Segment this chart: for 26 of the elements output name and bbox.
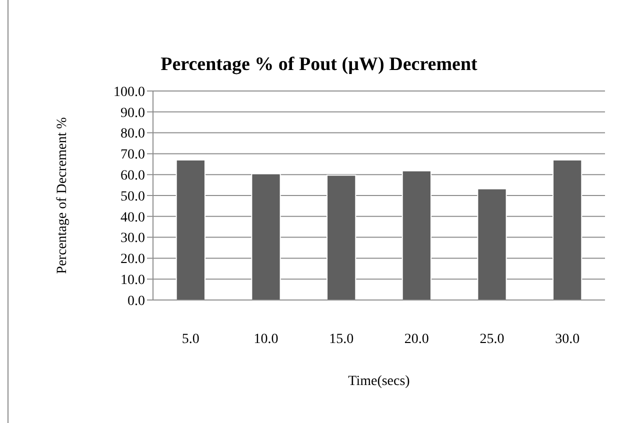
y-tick-label: 40.0 <box>120 210 145 226</box>
bar <box>176 159 206 300</box>
bar <box>402 170 432 300</box>
y-tick-label: 0.0 <box>128 294 145 309</box>
chart-title: Percentage % of Pout (µW) Decrement <box>160 54 478 75</box>
y-tick-label: 70.0 <box>120 148 145 163</box>
x-tick-label: 20.0 <box>404 332 429 347</box>
bar <box>251 173 281 300</box>
y-tick-label: 60.0 <box>120 168 145 184</box>
x-axis-title: Time(secs) <box>348 374 410 389</box>
y-tick-label: 30.0 <box>120 231 145 246</box>
x-tick-label: 5.0 <box>182 332 200 347</box>
x-tick-label: 10.0 <box>254 332 278 347</box>
x-tick-label: 30.0 <box>555 332 580 347</box>
y-tick-label: 10.0 <box>120 273 145 288</box>
y-tick-label: 100.0 <box>114 84 145 100</box>
y-tick-label: 80.0 <box>120 126 145 142</box>
y-axis-title: Percentage of Decrement % <box>55 116 70 274</box>
x-tick-label: 25.0 <box>480 332 504 347</box>
x-tick-label: 15.0 <box>329 332 354 347</box>
bar <box>477 188 507 300</box>
y-tick-label: 50.0 <box>120 189 145 204</box>
bar <box>552 159 582 300</box>
y-tick-label: 20.0 <box>120 252 145 268</box>
bar <box>326 174 356 300</box>
y-tick-label: 90.0 <box>120 106 145 121</box>
